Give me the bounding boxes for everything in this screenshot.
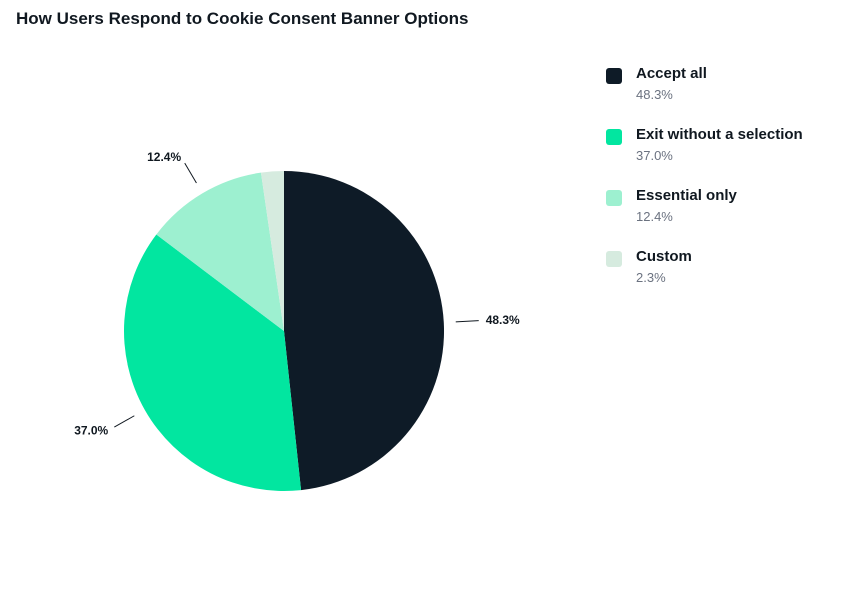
pie-slice-custom[interactable] bbox=[260, 171, 284, 331]
legend-value: 2.3% bbox=[636, 270, 666, 285]
legend-value: 37.0% bbox=[636, 148, 673, 163]
chart-title: How Users Respond to Cookie Consent Bann… bbox=[16, 9, 469, 28]
legend-swatch bbox=[606, 251, 622, 267]
slice-label-exit-without-a-selection: 37.0% bbox=[74, 424, 108, 438]
pie-slice-accept-all[interactable] bbox=[284, 171, 445, 491]
legend-value: 12.4% bbox=[636, 209, 673, 224]
slice-label-accept-all: 48.3% bbox=[486, 313, 520, 327]
pie-slice-essential-only[interactable] bbox=[156, 172, 284, 331]
leader-line-exit-without-a-selection bbox=[114, 415, 135, 428]
leader-line-accept-all bbox=[455, 320, 479, 323]
legend-value: 48.3% bbox=[636, 87, 673, 102]
legend-label: Exit without a selection bbox=[636, 126, 803, 143]
legend-label: Accept all bbox=[636, 65, 707, 82]
pie-slice-exit-without-a-selection[interactable] bbox=[123, 234, 302, 492]
legend-swatch bbox=[606, 68, 622, 84]
legend-label: Essential only bbox=[636, 187, 737, 204]
legend-swatch bbox=[606, 190, 622, 206]
slice-label-essential-only: 12.4% bbox=[147, 150, 181, 164]
legend-swatch bbox=[606, 129, 622, 145]
leader-line-essential-only bbox=[184, 162, 197, 184]
legend-label: Custom bbox=[636, 248, 692, 265]
